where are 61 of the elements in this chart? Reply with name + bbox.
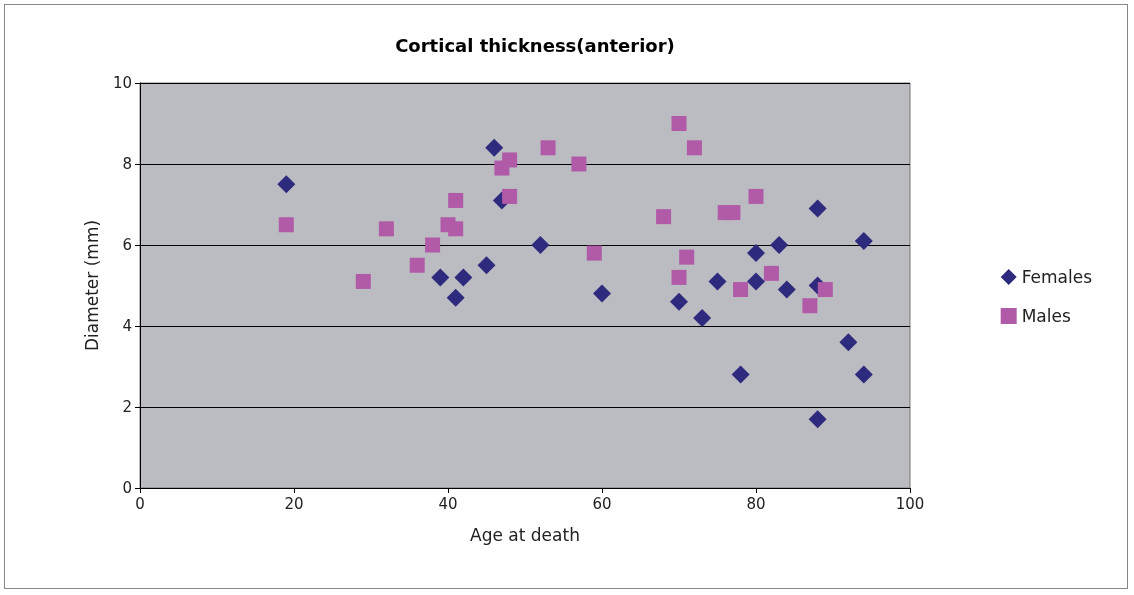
point bbox=[686, 140, 702, 156]
point bbox=[839, 333, 858, 352]
point bbox=[531, 236, 550, 254]
y-tick-label: 8 bbox=[122, 155, 132, 173]
point bbox=[731, 365, 750, 384]
x-tick-label: 0 bbox=[135, 494, 145, 513]
point bbox=[278, 217, 294, 233]
point bbox=[748, 188, 764, 204]
point bbox=[671, 116, 687, 131]
point bbox=[808, 410, 827, 429]
point bbox=[854, 365, 873, 384]
legend-label: Males bbox=[1021, 306, 1071, 326]
y-tick-label: 0 bbox=[122, 479, 132, 497]
x-axis-title: Age at death bbox=[470, 524, 580, 545]
point bbox=[454, 268, 473, 287]
y-axis-title: Diameter (mm) bbox=[81, 219, 102, 352]
point bbox=[671, 269, 687, 285]
y-tick-label: 2 bbox=[122, 398, 132, 416]
chart-title: Cortical thickness(anterior) bbox=[395, 34, 675, 56]
legend-label: Females bbox=[1021, 267, 1093, 287]
point bbox=[817, 282, 833, 298]
point bbox=[808, 199, 827, 218]
point bbox=[656, 209, 672, 225]
point bbox=[477, 256, 496, 275]
point bbox=[448, 221, 464, 237]
point bbox=[378, 221, 394, 237]
point bbox=[747, 272, 765, 291]
point bbox=[733, 282, 749, 298]
x-tick-label: 20 bbox=[284, 494, 304, 513]
point bbox=[747, 244, 765, 263]
point bbox=[708, 272, 727, 291]
point bbox=[777, 280, 796, 299]
x-tick-label: 80 bbox=[746, 494, 766, 513]
point bbox=[446, 288, 465, 307]
point bbox=[431, 268, 450, 287]
y-tick-label: 6 bbox=[122, 236, 132, 254]
point bbox=[502, 152, 518, 168]
point bbox=[485, 138, 504, 157]
point bbox=[725, 205, 741, 221]
point bbox=[670, 292, 688, 311]
point bbox=[571, 156, 587, 172]
point bbox=[854, 231, 873, 250]
y-tick-label: 10 bbox=[112, 74, 132, 92]
point bbox=[448, 192, 464, 208]
point bbox=[277, 175, 296, 194]
point bbox=[355, 273, 371, 289]
x-tick-label: 60 bbox=[592, 494, 612, 513]
y-tick-label: 4 bbox=[122, 317, 132, 335]
point bbox=[593, 284, 611, 303]
point bbox=[586, 245, 602, 261]
point bbox=[409, 257, 425, 273]
point bbox=[802, 298, 818, 314]
point bbox=[540, 140, 556, 156]
point bbox=[679, 249, 695, 265]
point bbox=[770, 236, 789, 254]
point bbox=[502, 188, 518, 204]
point bbox=[425, 237, 441, 253]
point bbox=[763, 265, 779, 281]
point bbox=[693, 308, 712, 327]
x-tick-label: 100 bbox=[895, 494, 925, 513]
x-tick-label: 40 bbox=[438, 494, 458, 513]
